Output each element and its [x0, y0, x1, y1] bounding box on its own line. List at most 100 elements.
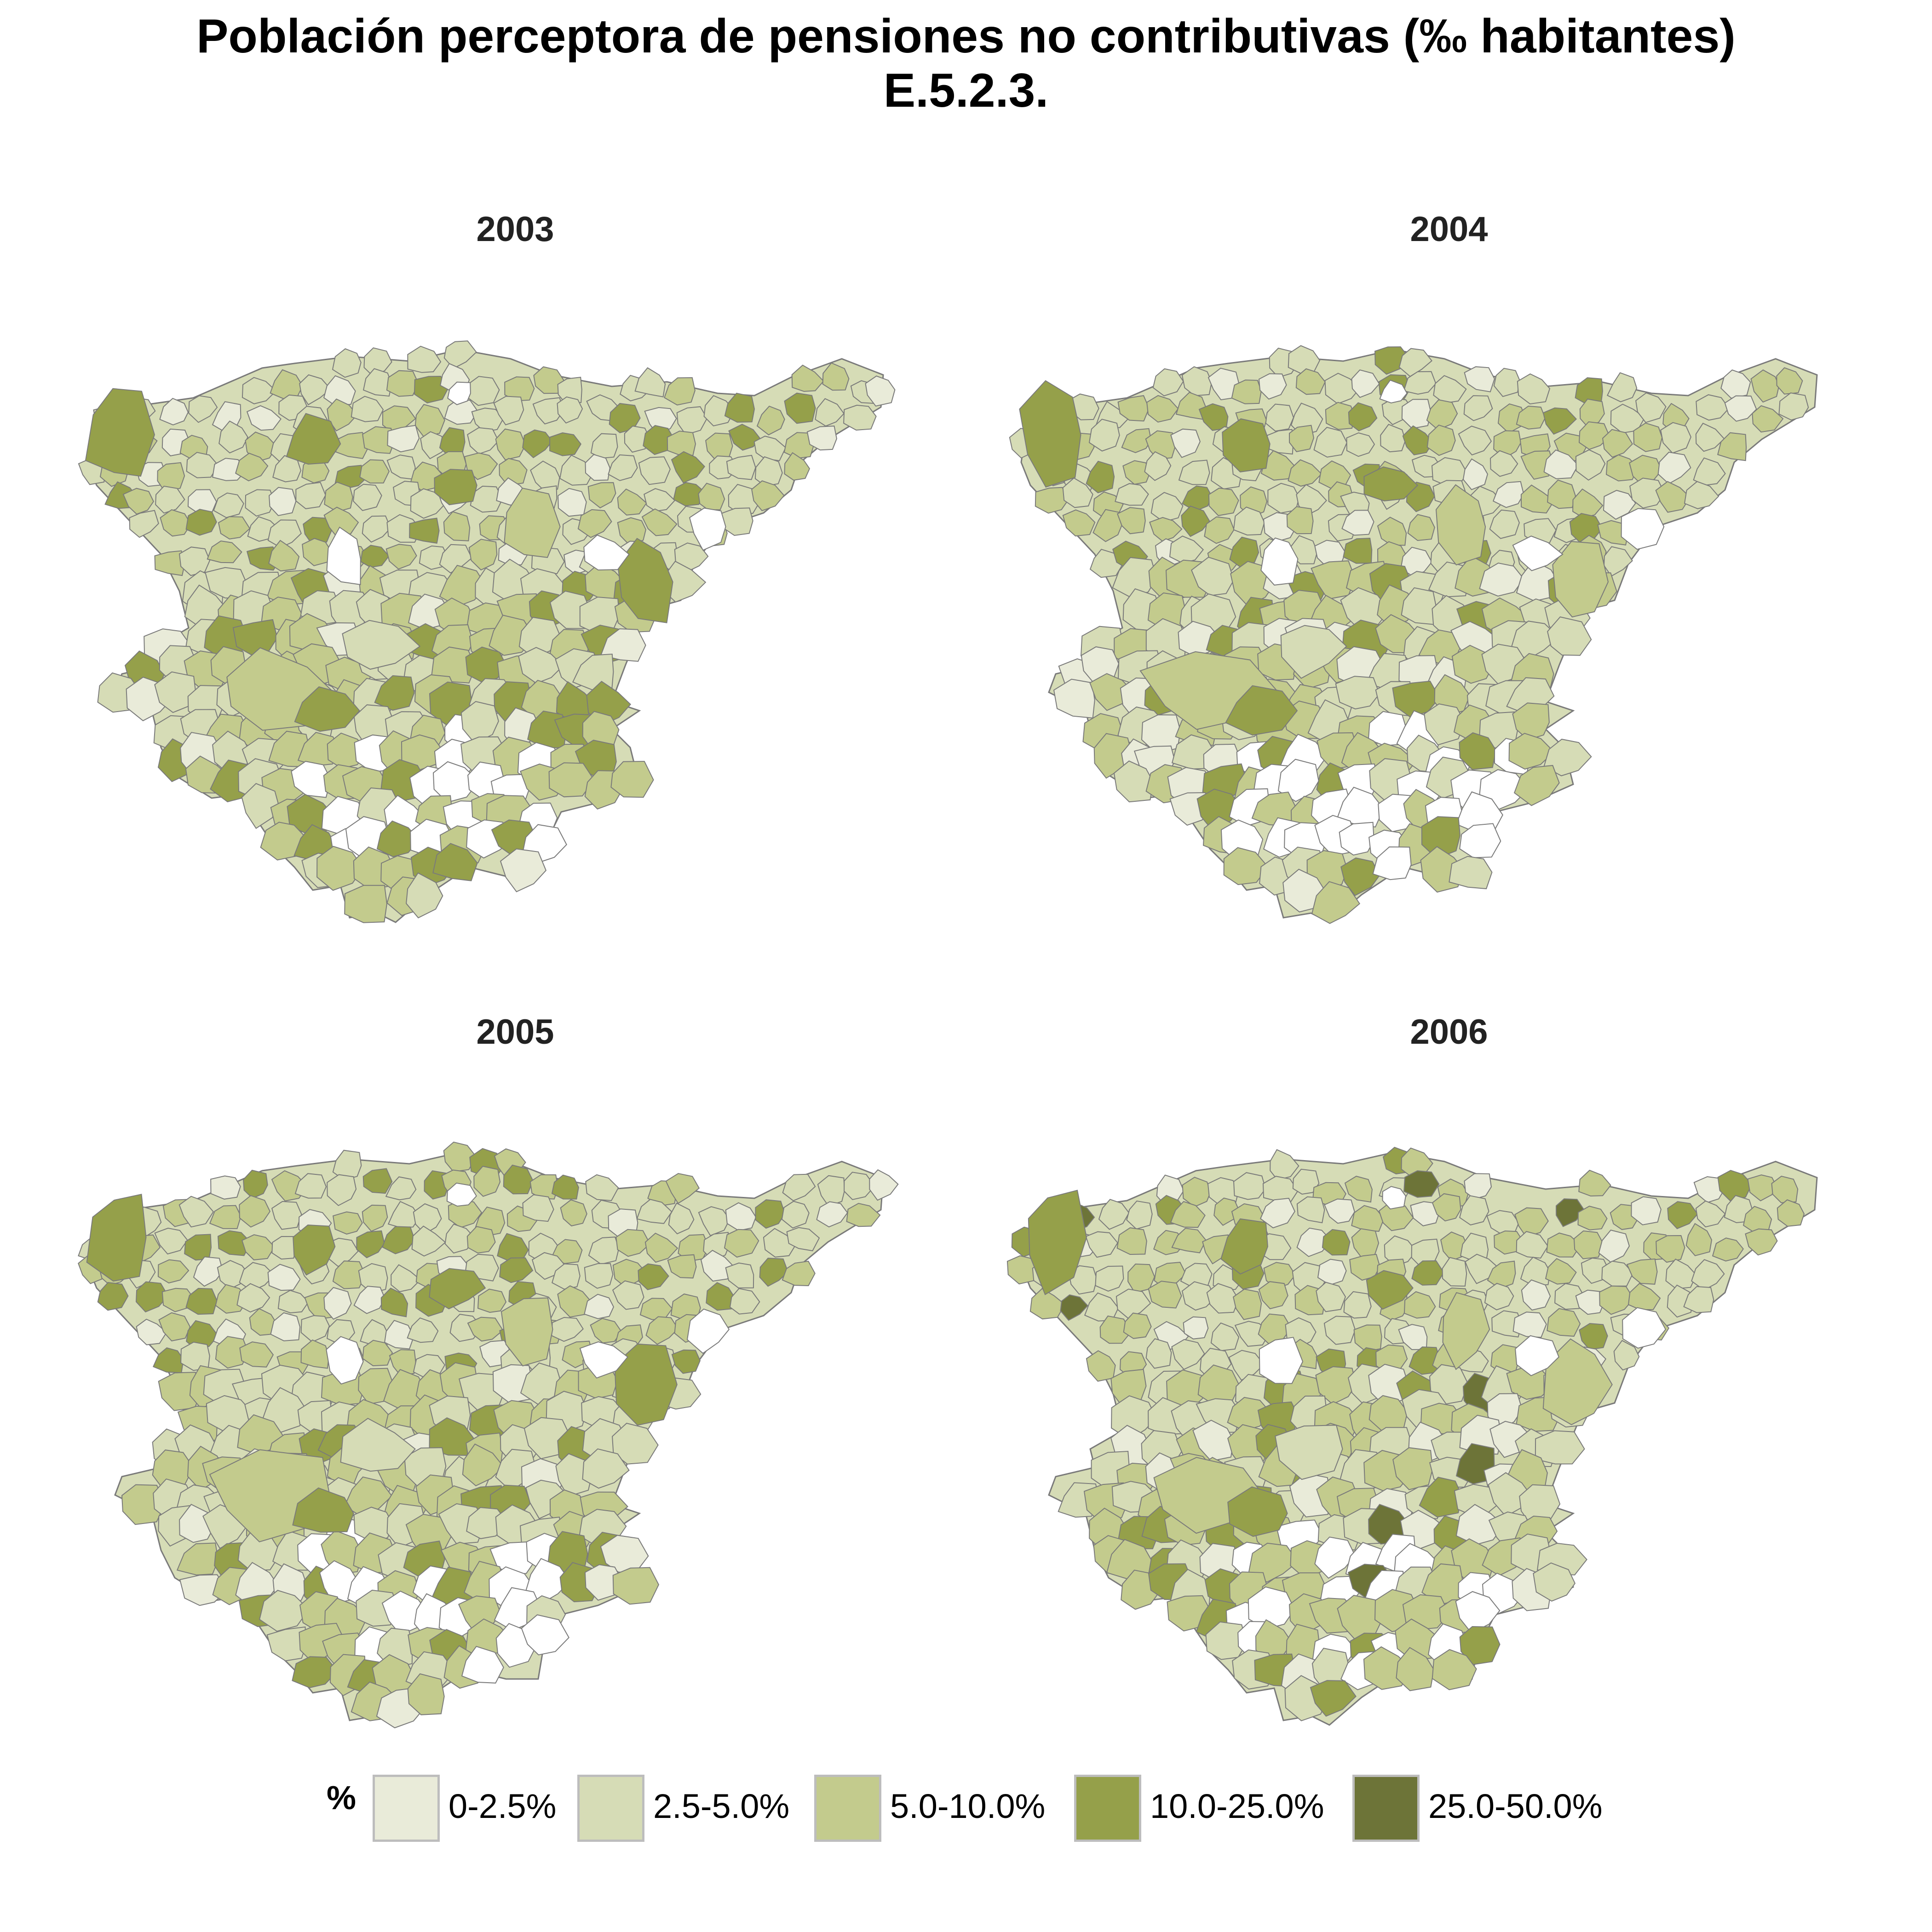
municipality-region — [443, 1141, 477, 1173]
municipality-region — [129, 510, 159, 538]
municipality-region — [1599, 1285, 1634, 1315]
municipality-region — [239, 1341, 274, 1368]
municipality-region — [1384, 1235, 1417, 1267]
municipality-region — [407, 345, 442, 373]
municipality-region — [271, 1236, 297, 1260]
municipality-region — [286, 413, 341, 465]
legend-label: 25.0-50.0% — [1428, 1787, 1603, 1825]
municipality-region — [277, 1290, 309, 1314]
municipality-region — [353, 1286, 385, 1314]
municipality-region — [242, 377, 277, 404]
municipality-region — [1547, 616, 1592, 656]
municipality-region — [1171, 1339, 1205, 1370]
municipality-region — [612, 1259, 647, 1288]
municipality-region — [218, 420, 248, 454]
choropleth-map — [78, 1141, 899, 1729]
municipality-region — [644, 1232, 678, 1263]
municipality-region — [689, 507, 726, 551]
municipality-region — [551, 1239, 583, 1264]
municipality-region — [1459, 1414, 1502, 1455]
municipality-region — [1575, 1289, 1605, 1315]
municipality-region — [634, 367, 666, 397]
title-line-1: Población perceptora de pensiones no con… — [196, 10, 1736, 63]
municipality-region — [1323, 1316, 1356, 1345]
municipality-region — [612, 1280, 644, 1310]
municipality-region — [1459, 1626, 1501, 1666]
municipality-region — [1516, 1230, 1549, 1259]
municipality-region — [781, 1201, 810, 1229]
municipality-region — [521, 1614, 569, 1656]
municipality-region — [1259, 1337, 1304, 1384]
municipality-region — [1511, 621, 1560, 661]
municipality-region — [1092, 509, 1122, 542]
municipality-region — [1220, 1218, 1268, 1275]
municipality-region — [1248, 1586, 1295, 1630]
municipality-region — [154, 671, 197, 713]
municipality-region — [1424, 703, 1465, 746]
municipality-region — [1484, 1282, 1514, 1311]
municipality-region — [1606, 372, 1638, 402]
municipality-region — [612, 1567, 660, 1605]
municipality-region — [791, 364, 824, 392]
panel-year-title: 2003 — [476, 210, 554, 249]
municipality-region — [1286, 506, 1314, 535]
municipality-region — [674, 542, 709, 573]
municipality-region — [1019, 380, 1081, 488]
municipality-region — [1325, 402, 1356, 430]
municipality-region — [1516, 559, 1560, 602]
municipality-region — [1497, 403, 1526, 434]
municipality-region — [1380, 424, 1406, 453]
municipality-region — [504, 376, 535, 402]
municipality-region — [846, 1202, 881, 1227]
municipality-region — [557, 1285, 592, 1318]
municipality-region — [1542, 1338, 1613, 1426]
municipality-region — [1144, 451, 1172, 481]
municipality-region — [1543, 738, 1592, 776]
municipality-region — [267, 519, 302, 548]
panel-year-title: 2006 — [1410, 1012, 1488, 1052]
municipality-region — [753, 436, 787, 461]
municipality-region — [1535, 1430, 1585, 1465]
legend: % 0-2.5% 2.5-5.0% 5.0-10.0% 10.0-25.0% 2… — [0, 1762, 1932, 1842]
municipality-region — [376, 820, 420, 857]
municipality-region — [1346, 432, 1375, 457]
municipality-region — [391, 1264, 421, 1293]
municipality-region — [555, 1453, 593, 1497]
municipality-region — [241, 1234, 276, 1260]
municipality-region — [533, 366, 565, 394]
municipality-region — [1683, 1286, 1714, 1313]
municipality-region — [386, 370, 419, 397]
municipality-region — [1277, 759, 1319, 802]
municipality-region — [468, 539, 498, 571]
municipality-region — [1366, 1270, 1414, 1310]
municipality-region — [1745, 1228, 1778, 1256]
municipality-region — [324, 481, 353, 512]
municipality-region — [560, 1199, 587, 1227]
municipality-region — [667, 1254, 697, 1279]
municipality-region — [1341, 510, 1374, 536]
municipality-region — [1127, 1263, 1155, 1294]
choropleth-map — [1009, 345, 1818, 924]
municipality-region — [429, 1268, 486, 1310]
municipality-region — [477, 1288, 507, 1313]
municipality-region — [614, 1343, 678, 1426]
municipality-region — [270, 1312, 301, 1341]
municipality-region — [1449, 856, 1493, 890]
municipality-region — [590, 1318, 622, 1344]
municipality-region — [1631, 1196, 1662, 1225]
municipality-region — [1494, 1230, 1524, 1255]
municipality-region — [429, 1417, 475, 1456]
municipality-region — [432, 761, 480, 803]
municipality-region — [439, 564, 487, 607]
municipality-region — [1552, 541, 1609, 618]
municipality-region — [1062, 477, 1093, 508]
municipality-region — [1098, 1199, 1130, 1230]
municipality-region — [443, 511, 471, 541]
municipality-region — [1695, 1200, 1726, 1228]
municipality-region — [577, 509, 612, 538]
municipality-region — [462, 1443, 504, 1487]
municipality-region — [585, 1174, 619, 1202]
municipality-region — [1597, 520, 1629, 546]
municipality-region — [1113, 760, 1154, 803]
municipality-region — [362, 368, 392, 397]
